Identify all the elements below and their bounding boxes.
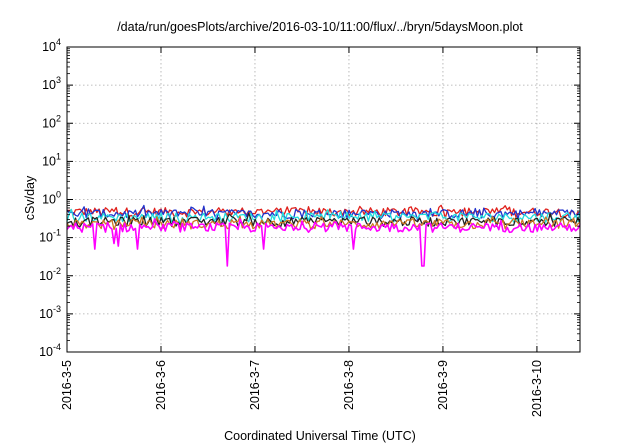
x-tick-label: 2016-3-5 (60, 360, 74, 410)
x-tick-label: 2016-3-9 (436, 360, 450, 410)
y-tick-label: 10-3 (39, 304, 61, 321)
axes: 10-4 10-3 10-2 10-1 100 101 102 103 104 2016-3-5 2… (39, 37, 581, 417)
y-tick-label: 10-1 (39, 228, 61, 245)
plot-border (66, 46, 581, 353)
y-tick-label: 104 (42, 37, 61, 54)
x-tick-label: 2016-3-6 (154, 360, 168, 410)
series-line (66, 218, 581, 267)
y-tick-label: 103 (42, 75, 61, 92)
y-tick-label: 102 (42, 113, 61, 130)
chart-title: /data/run/goesPlots/archive/2016-03-10/1… (117, 20, 523, 34)
x-tick-label: 2016-3-10 (530, 360, 544, 417)
y-tick-label: 10-4 (39, 342, 61, 359)
y-tick-label: 100 (42, 190, 61, 207)
x-tick-label: 2016-3-8 (342, 360, 356, 410)
x-tick-label: 2016-3-7 (248, 360, 262, 410)
x-axis-label: Coordinated Universal Time (UTC) (224, 429, 416, 443)
grid-lines (67, 47, 580, 352)
y-tick-label: 101 (42, 151, 61, 168)
y-tick-label: 10-2 (39, 266, 61, 283)
series-layer (66, 204, 581, 267)
